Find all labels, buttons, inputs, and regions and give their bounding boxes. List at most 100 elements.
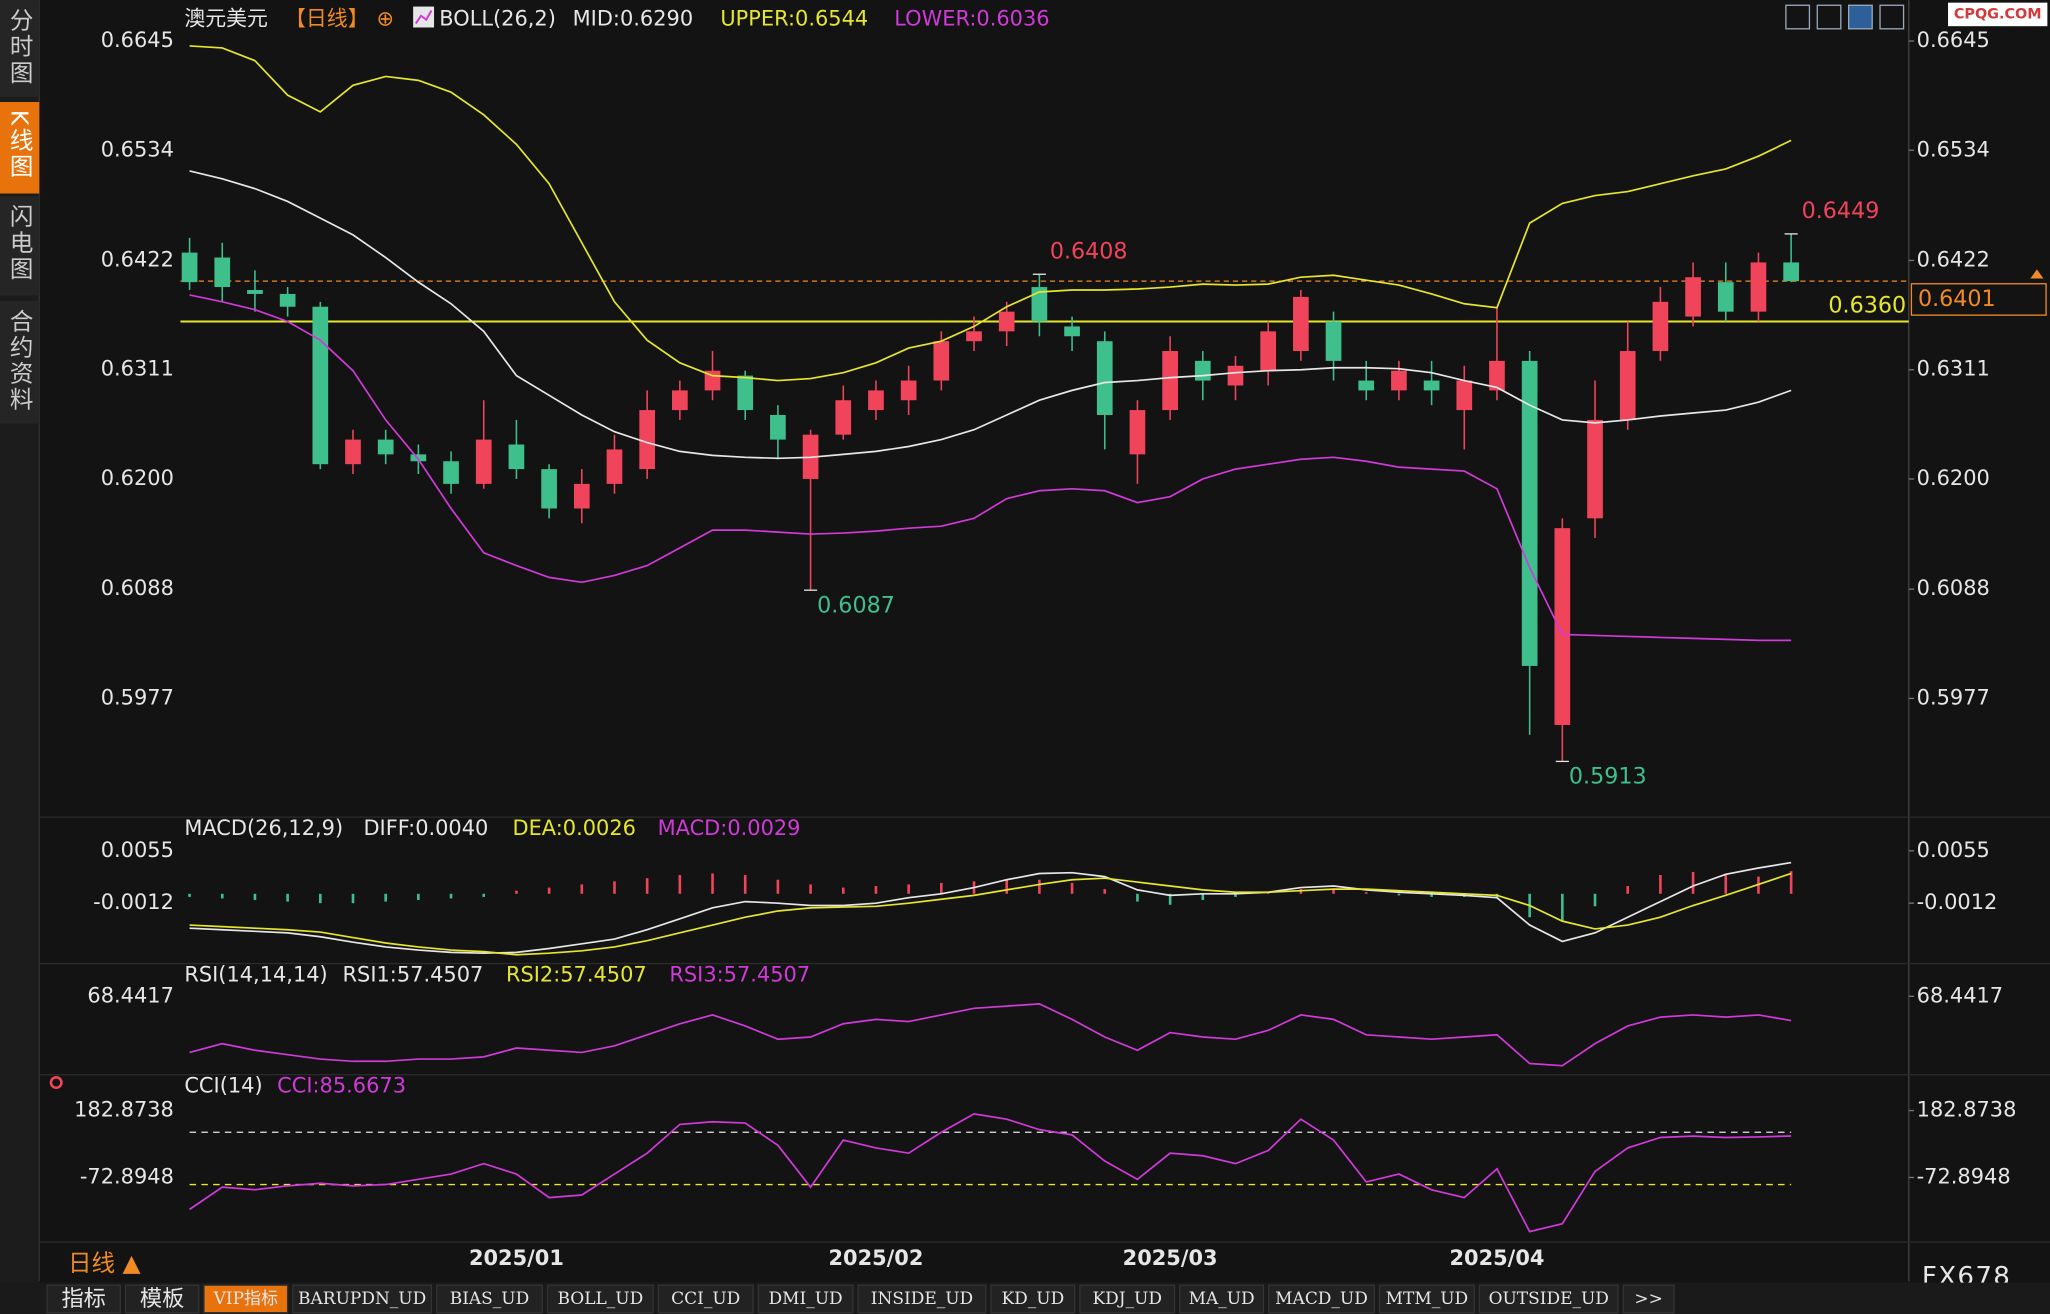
y-tick-label: 68.4417 (87, 983, 173, 1007)
toolbar-tab-label[interactable]: 模板 (140, 1286, 184, 1312)
legend-entry: DIFF:0.0040 (363, 816, 488, 840)
x-tick-label: 2025/03 (1123, 1246, 1218, 1270)
toolbar-tab[interactable] (1622, 1284, 1675, 1314)
sidebar-tab[interactable] (0, 102, 40, 194)
extreme-label: 0.5913 (1569, 764, 1647, 790)
toolbar-tab[interactable] (857, 1284, 987, 1314)
candle-body (1227, 365, 1244, 386)
y-tick-label: 0.6645 (1917, 28, 1990, 52)
sidebar-tab-label[interactable]: K线图 (6, 110, 34, 180)
candle-body (1783, 262, 1799, 282)
legend-entry: CCI:85.6673 (277, 1073, 406, 1097)
candle-body (868, 390, 884, 411)
toolbar-tab-label[interactable]: MA_UD (1189, 1289, 1255, 1309)
toolbar-tab-label[interactable]: >> (1634, 1289, 1662, 1309)
candle-body (1489, 360, 1505, 391)
toolbar-tab[interactable] (1268, 1284, 1375, 1314)
toolbar-tab-label[interactable]: VIP指标 (213, 1289, 278, 1309)
candle-body (377, 439, 394, 455)
toolbar-tab[interactable] (1179, 1284, 1265, 1314)
y-tick-label: 0.6645 (101, 28, 174, 52)
toolbar-tab[interactable] (203, 1284, 289, 1314)
icon-button[interactable] (1848, 4, 1873, 30)
candle-body (1293, 296, 1309, 352)
candle-body (345, 439, 361, 465)
toolbar-tab-label[interactable]: INSIDE_UD (871, 1289, 973, 1309)
y-tick-label: 0.6311 (101, 357, 174, 381)
toolbar-tab-label[interactable]: MTM_UD (1386, 1289, 1469, 1309)
extreme-label: 0.6408 (1050, 239, 1128, 265)
toolbar-tab[interactable] (1079, 1284, 1176, 1314)
toolbar-tab-label[interactable]: MACD_UD (1275, 1289, 1368, 1309)
toolbar-tab-label[interactable]: BARUPDN_UD (298, 1289, 426, 1309)
candle-body (410, 454, 427, 462)
legend-entry: LOWER:0.6036 (894, 7, 1049, 31)
toolbar-tab[interactable] (1378, 1284, 1475, 1314)
toolbar-tab-label[interactable]: KDJ_UD (1092, 1289, 1162, 1309)
toolbar-tab[interactable] (657, 1284, 754, 1314)
candle-body (508, 444, 525, 470)
indicator-line (189, 861, 1792, 955)
watermark-box (1948, 2, 2048, 27)
indicator-line (189, 294, 1792, 642)
legend-title: MACD(26,12,9) (184, 816, 343, 840)
candle-body (1717, 282, 1734, 312)
toolbar-tab[interactable] (990, 1284, 1076, 1314)
candle-body (1260, 331, 1277, 371)
icon-button[interactable] (1816, 4, 1842, 30)
icon-button[interactable] (1785, 4, 1811, 30)
candle-body (1096, 341, 1113, 415)
y-tick-label: 0.5977 (101, 685, 174, 709)
candle-body (1162, 351, 1178, 411)
toolbar-icons (1785, 4, 1905, 30)
candle-body (247, 290, 263, 294)
icon-button[interactable] (1879, 4, 1905, 30)
candle-body (770, 414, 786, 440)
sidebar-tab[interactable] (0, 300, 40, 424)
toolbar-tab-label[interactable]: 指标 (61, 1286, 105, 1312)
toolbar-tab[interactable] (1478, 1284, 1619, 1314)
candle-body (1587, 419, 1603, 519)
legend-indicator: BOLL(26,2) (439, 7, 556, 31)
y-tick-label: 0.6534 (101, 137, 174, 161)
candle-body (639, 410, 656, 470)
toolbar-tab[interactable] (546, 1284, 654, 1314)
candle-body (312, 306, 329, 465)
candle-body (1391, 370, 1407, 391)
toolbar-tab-label[interactable]: DMI_UD (769, 1289, 843, 1309)
toolbar-tab[interactable] (436, 1284, 543, 1314)
candle-body (573, 483, 590, 509)
candle-body (1685, 277, 1701, 317)
y-tick-label: -72.8948 (80, 1164, 174, 1188)
candle-body (1194, 360, 1211, 381)
watermark: CPQG.COM (1954, 6, 2042, 22)
toolbar-tab[interactable] (292, 1284, 433, 1314)
legend-title: 澳元美元 (184, 7, 268, 31)
legend-entry: RSI1:57.4507 (343, 962, 484, 986)
y-tick-label: -0.0012 (1917, 890, 1998, 914)
sidebar-tab-label[interactable]: 合约资料 (6, 308, 34, 413)
toolbar-tab[interactable] (46, 1284, 121, 1314)
candle-body (1423, 380, 1440, 391)
sidebar-tab-label[interactable]: 闪电图 (6, 204, 34, 283)
candle-body (541, 469, 557, 509)
sidebar-tab-label[interactable]: 分时图 (6, 8, 34, 87)
legend-period-icon[interactable]: ⊕ (377, 7, 395, 31)
toolbar-tab-label[interactable]: KD_UD (1001, 1289, 1064, 1309)
toolbar-tab-label[interactable]: BOLL_UD (558, 1289, 644, 1309)
legend-title: RSI(14,14,14) (184, 962, 327, 986)
sidebar-tab[interactable] (0, 196, 40, 296)
toolbar-tab[interactable] (757, 1284, 854, 1314)
indicator-icon (414, 10, 433, 25)
toolbar-tab-label[interactable]: BIAS_UD (450, 1289, 530, 1309)
toolbar-tab-label[interactable]: OUTSIDE_UD (1489, 1289, 1609, 1309)
toolbar-tab[interactable] (124, 1284, 200, 1314)
y-tick-label: 0.6534 (1917, 137, 1990, 161)
y-tick-label: 0.0055 (101, 838, 174, 862)
indicator-line (189, 45, 1792, 382)
candle-body (1750, 262, 1767, 312)
candle-body (1064, 326, 1080, 337)
toolbar-tab-label[interactable]: CCI_UD (671, 1289, 740, 1309)
sidebar-tab[interactable] (0, 0, 40, 97)
candle-body (475, 439, 492, 484)
